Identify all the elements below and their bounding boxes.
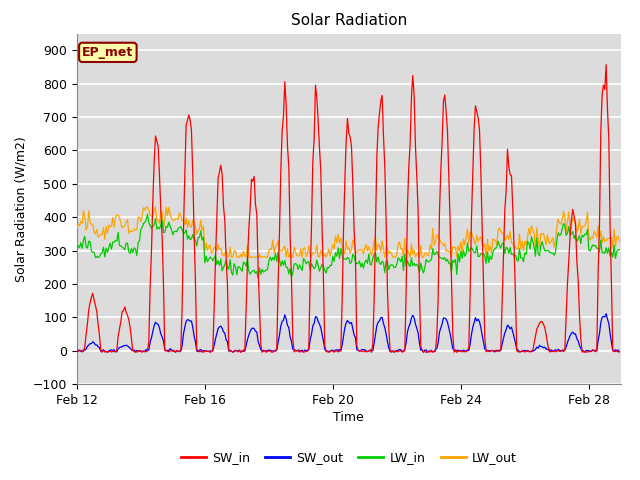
LW_out xyxy=(457,239,465,245)
LW_in xyxy=(473,243,481,249)
Line: SW_out: SW_out xyxy=(77,313,620,352)
SW_in xyxy=(376,110,383,116)
SW_out xyxy=(456,348,463,354)
LW_out xyxy=(473,233,481,239)
Legend: SW_in, SW_out, LW_in, LW_out: SW_in, SW_out, LW_in, LW_out xyxy=(176,446,522,469)
LW_in xyxy=(143,211,151,217)
Line: LW_in: LW_in xyxy=(77,214,620,278)
Text: EP_met: EP_met xyxy=(82,46,134,59)
Y-axis label: Solar Radiation (W/m2): Solar Radiation (W/m2) xyxy=(14,136,27,282)
SW_out xyxy=(616,349,623,355)
SW_in xyxy=(138,349,146,355)
LW_in xyxy=(616,247,623,252)
SW_in xyxy=(616,348,623,354)
SW_out xyxy=(472,315,479,321)
LW_out xyxy=(257,254,265,260)
Line: SW_in: SW_in xyxy=(77,65,620,352)
SW_in xyxy=(255,304,263,310)
SW_in xyxy=(73,348,81,354)
SW_out xyxy=(254,338,262,344)
SW_in xyxy=(602,62,610,68)
SW_out xyxy=(236,348,243,353)
SW_in xyxy=(563,313,570,319)
SW_out xyxy=(602,311,610,316)
LW_out xyxy=(564,217,572,223)
Line: LW_out: LW_out xyxy=(77,207,620,257)
LW_in xyxy=(257,271,265,277)
SW_out xyxy=(374,319,382,325)
LW_in xyxy=(254,276,262,281)
LW_out xyxy=(377,249,385,255)
LW_out xyxy=(142,204,150,210)
SW_in xyxy=(472,103,479,109)
LW_in xyxy=(564,230,572,236)
LW_in xyxy=(73,247,81,252)
SW_out xyxy=(563,344,570,350)
LW_out xyxy=(238,254,246,260)
LW_out xyxy=(73,226,81,231)
LW_out xyxy=(225,254,233,260)
LW_in xyxy=(237,266,244,272)
SW_in xyxy=(456,348,463,354)
SW_out xyxy=(390,349,398,355)
SW_in xyxy=(237,349,244,355)
SW_out xyxy=(73,348,81,353)
X-axis label: Time: Time xyxy=(333,411,364,424)
LW_out xyxy=(616,238,623,244)
LW_in xyxy=(377,262,385,267)
Title: Solar Radiation: Solar Radiation xyxy=(291,13,407,28)
LW_in xyxy=(457,248,465,254)
